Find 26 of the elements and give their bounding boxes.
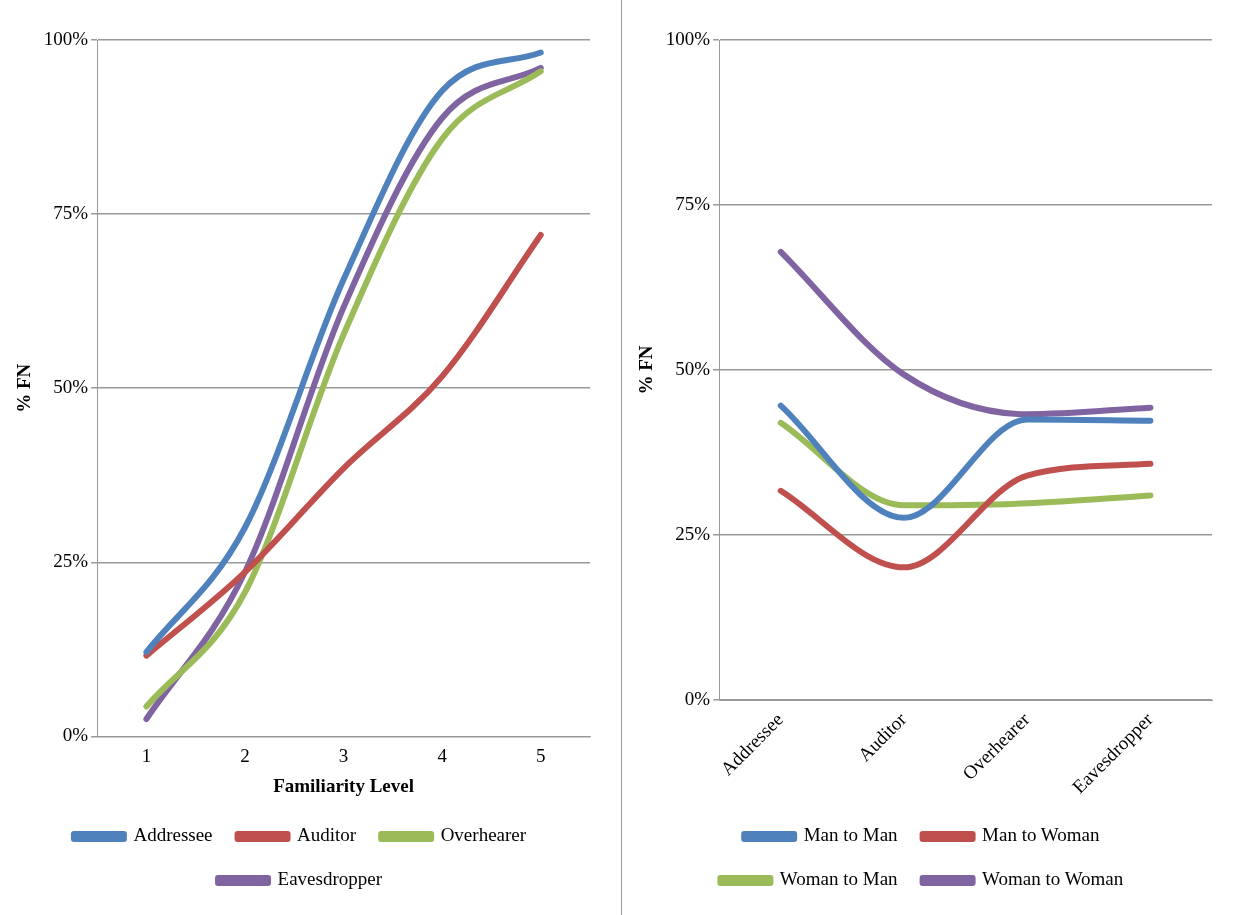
x-tick-label: 5 bbox=[535, 744, 546, 766]
legend-label: Man to Woman bbox=[982, 824, 1100, 846]
y-tick-label: 25% bbox=[53, 550, 89, 572]
legend-label: Woman to Man bbox=[779, 868, 899, 890]
legend-label: Auditor bbox=[297, 824, 357, 846]
x-tick-label: 2 bbox=[240, 744, 250, 766]
y-tick-label: 0% bbox=[684, 688, 711, 709]
x-tick-label: 4 bbox=[437, 744, 448, 766]
y-tick-label: 100% bbox=[43, 27, 89, 49]
legend-label: Eavesdropper bbox=[277, 868, 383, 890]
y-tick-label: 25% bbox=[675, 523, 711, 544]
x-tick-label: 1 bbox=[141, 744, 152, 766]
y-tick-label: 50% bbox=[675, 357, 711, 379]
legend-label: Addressee bbox=[133, 824, 213, 846]
legend-label: Overhearer bbox=[440, 824, 527, 846]
y-tick-label: 75% bbox=[675, 192, 711, 214]
x-axis-title: Familiarity Level bbox=[273, 774, 415, 796]
y-axis-title: % FN bbox=[13, 363, 35, 413]
y-tick-label: 75% bbox=[53, 202, 89, 224]
y-axis-title: % FN bbox=[635, 345, 657, 395]
y-tick-label: 0% bbox=[62, 724, 89, 746]
y-tick-label: 50% bbox=[53, 376, 89, 398]
legend-label: Man to Man bbox=[803, 824, 899, 846]
y-tick-label: 100% bbox=[665, 27, 711, 49]
legend-label: Woman to Woman bbox=[982, 868, 1124, 890]
x-tick-label: 3 bbox=[338, 744, 349, 766]
